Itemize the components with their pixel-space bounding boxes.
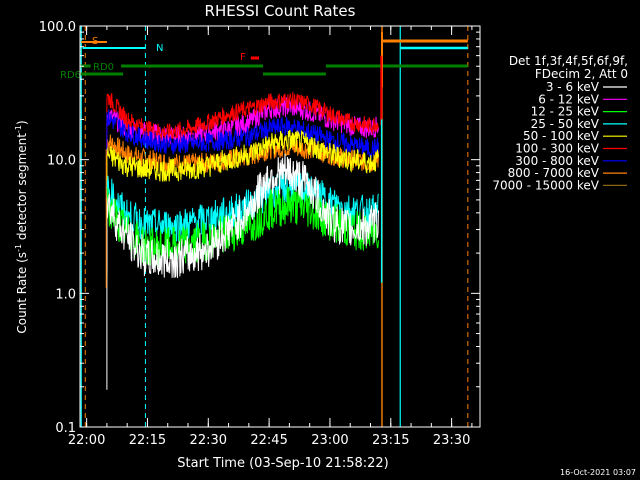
- legend-label: 800 - 7000 keV: [508, 166, 600, 180]
- x-axis-label: Start Time (03-Sep-10 21:58:22): [177, 456, 388, 471]
- legend-label: 100 - 300 keV: [515, 142, 599, 156]
- y-tick-label: 100.0: [39, 20, 76, 35]
- legend-header-2: FDecim 2, Att 0: [535, 67, 628, 81]
- legend: Det 1f,3f,4f,5f,6f,9f, FDecim 2, Att 0 3…: [492, 54, 628, 192]
- flag-label-f: F: [240, 52, 246, 63]
- flag-label-n: N: [156, 43, 163, 54]
- x-tick-label: 22:15: [129, 433, 166, 448]
- timestamp: 16-Oct-2021 03:07: [560, 468, 636, 477]
- x-tick-label: 22:00: [68, 433, 105, 448]
- legend-label: 300 - 800 keV: [515, 154, 599, 168]
- legend-label: 7000 - 15000 keV: [492, 178, 599, 192]
- series-line-6: [106, 109, 379, 187]
- series-line-0: [106, 153, 379, 278]
- flag-label-rd0: RD0: [93, 62, 114, 73]
- chart-title: RHESSI Count Rates: [205, 2, 356, 20]
- x-tick-label: 22:45: [250, 433, 287, 448]
- flag-label-rd6: RD6: [60, 70, 81, 81]
- legend-label: 25 - 50 keV: [531, 117, 600, 131]
- legend-label: 50 - 100 keV: [523, 129, 600, 143]
- x-tick-label: 23:00: [311, 433, 348, 448]
- series-line-5: [106, 91, 379, 166]
- legend-label: 6 - 12 keV: [538, 92, 600, 106]
- x-tick-label: 22:30: [190, 433, 227, 448]
- y-tick-label: 1.0: [55, 287, 76, 302]
- flag-label-s: S: [92, 36, 98, 47]
- x-tick-label: 23:15: [372, 433, 409, 448]
- plot-frame: [79, 25, 481, 428]
- y-axis-label: Count Rate (s-1 detector segment-1): [14, 120, 29, 333]
- legend-label: 12 - 25 keV: [531, 105, 600, 119]
- y-tick-label: 10.0: [47, 154, 76, 169]
- legend-header-1: Det 1f,3f,4f,5f,6f,9f,: [509, 54, 628, 68]
- x-tick-label: 23:30: [433, 433, 470, 448]
- y-tick-label: 0.1: [55, 421, 76, 436]
- legend-label: 3 - 6 keV: [546, 80, 600, 94]
- series-line-4: [106, 129, 379, 224]
